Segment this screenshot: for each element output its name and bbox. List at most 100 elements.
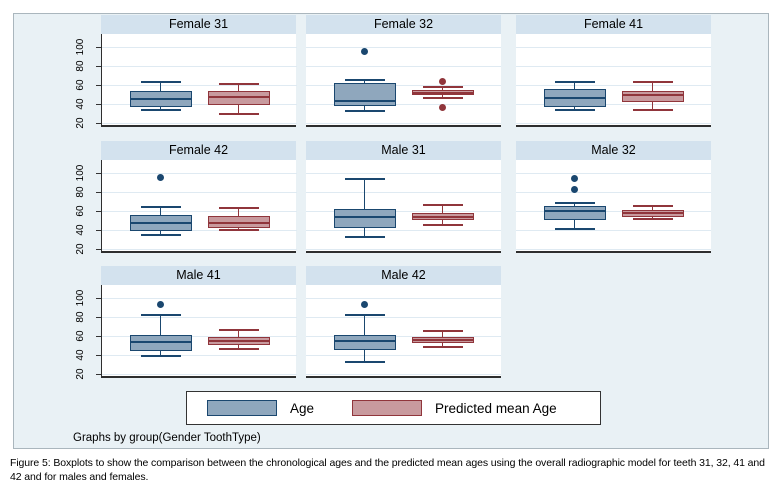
outlier-dot [571, 175, 578, 183]
panel-male-41: Male 41 [101, 266, 297, 378]
median-line [411, 91, 474, 94]
legend-item-predicted-mean-age: Predicted mean Age [352, 400, 557, 416]
gridline [516, 123, 711, 124]
gridline [516, 47, 711, 48]
median-line [129, 98, 192, 101]
panel-female-41: Female 41 [516, 15, 711, 127]
box [129, 335, 192, 352]
y-tick-label: 100 [75, 289, 86, 307]
gridline [102, 230, 297, 231]
gridline [102, 249, 297, 250]
whisker-cap [140, 314, 181, 317]
y-tick [96, 104, 101, 105]
plot-area [101, 160, 297, 253]
whisker-cap [422, 346, 463, 349]
y-tick [96, 317, 101, 318]
outlier-dot [571, 185, 578, 193]
plot-area [306, 285, 501, 378]
box [333, 335, 396, 351]
y-tick [96, 66, 101, 67]
panel-title: Male 42 [306, 266, 501, 285]
y-tick [96, 47, 101, 48]
gridline [516, 230, 711, 231]
gridline [102, 173, 297, 174]
whisker-cap [632, 108, 673, 111]
whisker-cap [344, 79, 385, 82]
gridline [102, 66, 297, 67]
whisker-cap [422, 204, 463, 207]
median-line [543, 97, 606, 100]
whisker-cap [422, 330, 463, 333]
gridline [516, 211, 711, 212]
whisker-cap [422, 85, 463, 88]
panel-title: Female 41 [516, 15, 711, 34]
plot-area [101, 285, 297, 378]
whisker-cap [422, 224, 463, 227]
y-tick [96, 249, 101, 250]
figure-caption: Figure 5: Boxplots to show the compariso… [10, 457, 765, 484]
gridline [306, 47, 501, 48]
gridline [306, 355, 501, 356]
age-swatch [207, 400, 277, 416]
median-line [621, 94, 684, 97]
gridline [516, 173, 711, 174]
gridline [102, 123, 297, 124]
y-axis: 20 40 60 80 100 [69, 34, 101, 129]
whisker-cap [344, 109, 385, 112]
gridline [102, 192, 297, 193]
whisker-cap [344, 314, 385, 317]
plot-area [306, 160, 501, 253]
whisker-cap [344, 235, 385, 238]
legend-label-age: Age [290, 400, 315, 416]
box [207, 215, 270, 229]
gridline [102, 317, 297, 318]
outlier-dot [157, 301, 164, 309]
gridline [306, 123, 501, 124]
y-tick [96, 211, 101, 212]
gridline [306, 317, 501, 318]
median-line [543, 210, 606, 212]
panel-title: Male 41 [101, 266, 296, 285]
y-axis: 20 40 60 80 100 [69, 285, 101, 380]
gridline [516, 66, 711, 67]
median-line [411, 215, 474, 218]
box [333, 209, 396, 229]
panel-title: Female 32 [306, 15, 501, 34]
panel-title: Female 42 [101, 141, 296, 160]
gridline [306, 66, 501, 67]
y-tick [96, 374, 101, 375]
whisker-cap [632, 205, 673, 208]
whisker-cap [218, 329, 259, 332]
gridline [306, 249, 501, 250]
panel-male-32: Male 32 [516, 141, 711, 253]
y-tick-label: 100 [75, 164, 86, 182]
whisker-cap [554, 228, 595, 231]
whisker-cap [140, 206, 181, 209]
predicted-mean-age-swatch [352, 400, 423, 416]
median-line [207, 339, 270, 342]
y-tick [96, 192, 101, 193]
y-tick [96, 85, 101, 86]
panel-title: Male 31 [306, 141, 501, 160]
gridline [516, 249, 711, 250]
gridline [102, 85, 297, 86]
whisker-cap [218, 207, 259, 210]
median-line [129, 222, 192, 225]
whisker-cap [218, 229, 259, 231]
gridline [102, 298, 297, 299]
y-tick [96, 230, 101, 231]
whisker-cap [218, 348, 259, 351]
gridline [306, 374, 501, 375]
gridline [306, 85, 501, 86]
whisker-cap [632, 217, 673, 220]
gridline [516, 85, 711, 86]
y-tick [96, 298, 101, 299]
legend: Age Predicted mean Age [186, 391, 601, 425]
median-line [129, 340, 192, 343]
gridline [102, 336, 297, 337]
gridline [306, 211, 501, 212]
whisker-cap [140, 354, 181, 357]
box [543, 206, 606, 220]
graphs-by-note: Graphs by group(Gender ToothType) [73, 432, 261, 444]
